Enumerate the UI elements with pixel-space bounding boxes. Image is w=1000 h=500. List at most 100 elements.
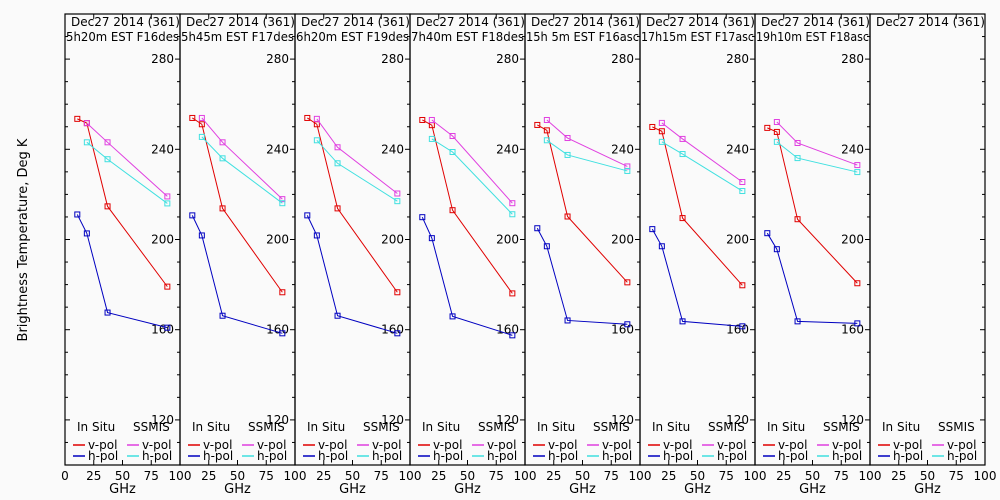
data-point <box>649 226 656 233</box>
data-point <box>854 169 861 176</box>
y-tick-label: 160 <box>381 323 404 337</box>
panel: Dec27 2014 (361)6h20m EST F19des 25 50 75 10… <box>294 13 421 497</box>
y-tick-label: 120 <box>611 413 634 427</box>
x-tick-label: 75 <box>489 469 504 483</box>
series-line <box>86 141 168 204</box>
data-point <box>624 167 631 174</box>
series-line <box>86 122 168 197</box>
x-tick-label: 50 <box>460 469 475 483</box>
series-in-situ-h-pol <box>189 212 286 337</box>
legend-label: v-pol <box>487 438 516 452</box>
y-tick-label: 240 <box>496 142 519 156</box>
series-ssmis-v-pol <box>313 115 401 197</box>
y-tick-label: 200 <box>151 233 174 247</box>
panel-title-line2: 5h20m EST F16des <box>66 30 179 44</box>
y-tick-label: 280 <box>496 52 519 66</box>
panel-title-line1: Dec27 2014 (361) <box>416 15 525 29</box>
data-point <box>304 212 311 219</box>
data-point <box>658 243 665 250</box>
data-point <box>449 207 456 214</box>
data-point <box>509 200 516 207</box>
series-line <box>306 215 398 334</box>
data-point <box>449 149 456 156</box>
x-tick-label: 75 <box>949 469 964 483</box>
series-line <box>431 119 513 204</box>
panel-title-line1: Dec27 2014 (361) <box>761 15 870 29</box>
legend-label: h-pol <box>142 449 172 463</box>
data-point <box>658 128 665 135</box>
data-point <box>564 151 571 158</box>
data-point <box>764 230 771 237</box>
data-point <box>534 225 541 232</box>
legend-label: h-pol <box>893 449 923 463</box>
x-tick-label: 100 <box>629 469 652 483</box>
series-line <box>201 136 283 204</box>
series-line <box>536 227 628 325</box>
data-point <box>219 139 226 146</box>
legend-group-title: In Situ <box>537 420 575 434</box>
series-line <box>422 119 513 294</box>
panel: Dec27 2014 (361)7h40m EST F18des 25 50 75 10… <box>409 13 536 497</box>
legend-label: v-pol <box>778 438 807 452</box>
panel: Dec27 2014 (361) 25 50 75 100 GHz In Situ v-pol… <box>869 13 996 497</box>
x-tick-label: 25 <box>546 469 561 483</box>
panel-title-line2: 19h10m EST F18asc <box>756 30 869 44</box>
data-point <box>279 196 286 203</box>
x-tick-label: 50 <box>345 469 360 483</box>
legend-group-title: In Situ <box>77 420 115 434</box>
legend-group-title: In Situ <box>307 420 345 434</box>
x-tick-label: 50 <box>690 469 705 483</box>
series-line <box>661 141 743 192</box>
panel-title-line1: Dec27 2014 (361) <box>301 15 410 29</box>
x-tick-label: 25 <box>86 469 101 483</box>
data-point <box>189 114 196 121</box>
series-line <box>431 138 513 215</box>
series-ssmis-h-pol <box>313 137 401 205</box>
legend-label: v-pol <box>372 438 401 452</box>
data-point <box>773 138 780 145</box>
panel-frame <box>869 13 986 466</box>
y-tick-label: 200 <box>266 233 289 247</box>
x-axis-label: GHz <box>569 482 596 497</box>
x-tick-label: 25 <box>201 469 216 483</box>
data-point <box>394 330 401 337</box>
legend-label: h-pol <box>318 449 348 463</box>
x-tick-label: 50 <box>805 469 820 483</box>
y-tick-label: 160 <box>151 323 174 337</box>
data-point <box>679 151 686 158</box>
y-tick-label: 280 <box>611 52 634 66</box>
series-line <box>421 216 513 336</box>
legend-group-title: SSMIS <box>478 420 515 434</box>
panel: Dec27 2014 (361)5h45m EST F17des 25 50 75 10… <box>179 13 307 497</box>
data-point <box>534 121 541 128</box>
panel-title-line2: 5h45m EST F17des <box>181 30 294 44</box>
y-tick-label: 120 <box>841 413 864 427</box>
series-in-situ-v-pol <box>304 114 401 296</box>
data-point <box>564 317 571 324</box>
legend-label: v-pol <box>257 438 286 452</box>
legend-group-title: SSMIS <box>823 420 860 434</box>
x-tick-label: 100 <box>284 469 307 483</box>
y-axis-label: Brightness Temperature, Deg K <box>16 138 31 341</box>
legend-label: v-pol <box>203 438 232 452</box>
data-point <box>334 160 341 167</box>
legend-label: v-pol <box>318 438 347 452</box>
y-tick-label: 160 <box>496 323 519 337</box>
legend-group-title: SSMIS <box>708 420 745 434</box>
data-point <box>509 290 516 297</box>
legend-label: h-pol <box>372 449 402 463</box>
x-tick-label: 50 <box>920 469 935 483</box>
series-line <box>537 124 628 283</box>
y-tick-label: 160 <box>611 323 634 337</box>
data-point <box>313 232 320 239</box>
y-tick-label: 240 <box>266 142 289 156</box>
panel-title-line2: 15h 5m EST F16asc <box>526 30 639 44</box>
x-tick-label: 75 <box>374 469 389 483</box>
panel-title-line1: Dec27 2014 (361) <box>531 15 640 29</box>
